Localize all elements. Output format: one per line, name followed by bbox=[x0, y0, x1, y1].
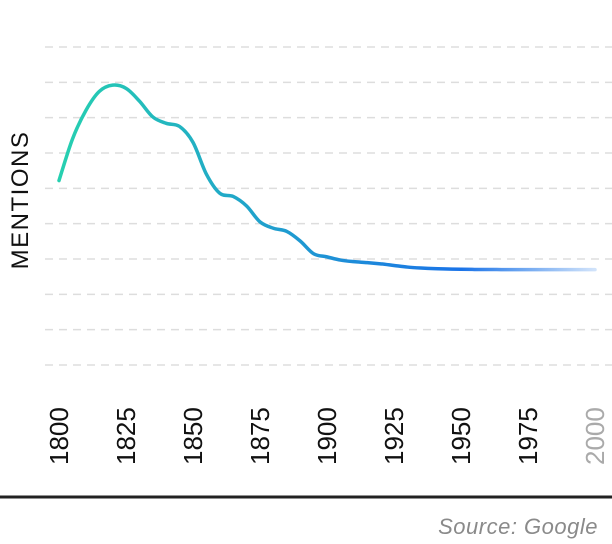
x-tick-label: 1825 bbox=[111, 407, 141, 465]
x-tick-label: 1875 bbox=[245, 407, 275, 465]
x-tick-label: 1975 bbox=[513, 407, 543, 465]
x-tick-label: 2000 bbox=[580, 407, 610, 465]
x-tick-label: 1850 bbox=[178, 407, 208, 465]
series-line bbox=[57, 83, 597, 272]
x-tick-label: 1950 bbox=[446, 407, 476, 465]
y-axis-label: MENTIONS bbox=[7, 131, 34, 270]
grid-lines bbox=[45, 46, 612, 366]
x-axis-ticks: 1800 1825 1850 1875 1900 1925 1950 1975 2000 bbox=[44, 407, 610, 465]
x-tick-label: 1900 bbox=[312, 407, 342, 465]
source-label: Source: Google bbox=[438, 514, 598, 539]
x-tick-label: 1800 bbox=[44, 407, 74, 465]
x-tick-label: 1925 bbox=[379, 407, 409, 465]
